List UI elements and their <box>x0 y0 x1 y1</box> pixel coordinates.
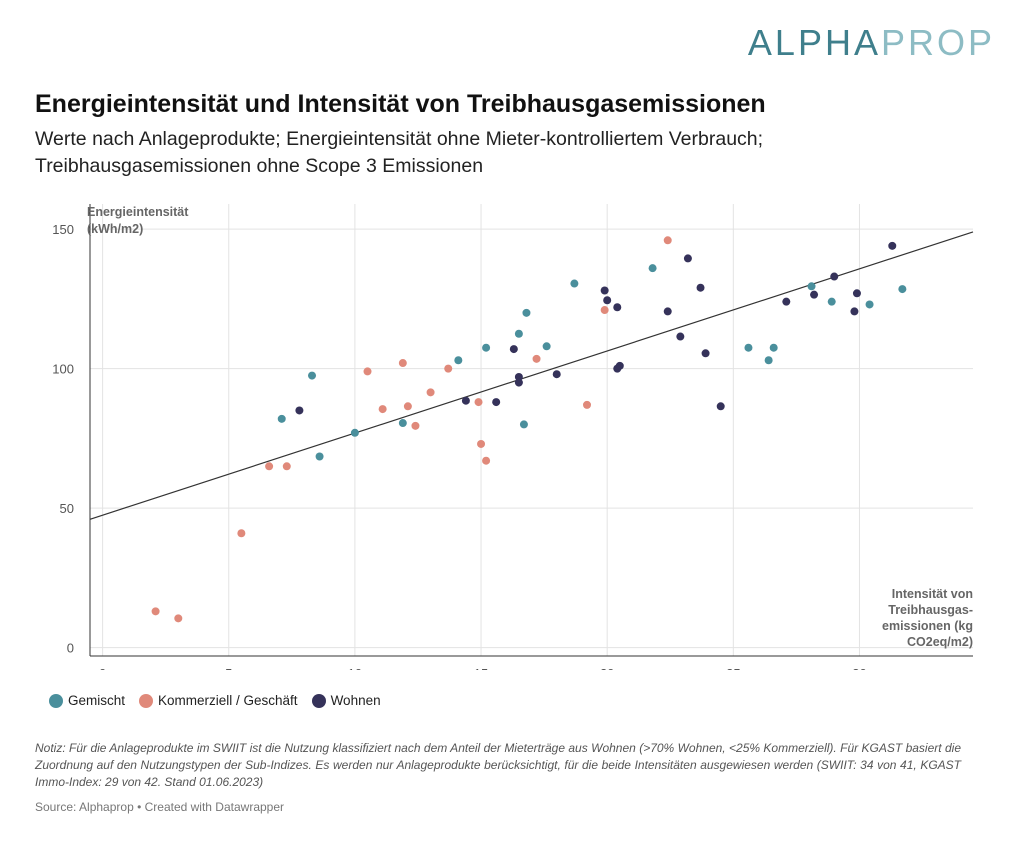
chart-title: Energieintensität und Intensität von Tre… <box>35 90 766 118</box>
data-point <box>810 290 819 299</box>
x-tick-label: 5 <box>225 666 232 670</box>
data-point <box>696 283 705 292</box>
data-point <box>769 343 778 352</box>
data-point <box>898 285 907 294</box>
data-point <box>782 297 791 306</box>
data-point <box>716 402 725 411</box>
data-point <box>852 289 861 298</box>
logo: ALPHAPROP <box>748 22 995 64</box>
data-point <box>315 452 324 461</box>
data-point <box>600 286 609 295</box>
legend: Gemischt Kommerziell / Geschäft Wohnen <box>49 693 381 708</box>
data-point <box>532 354 541 363</box>
y-axis-label: Energieintensität <box>87 205 189 219</box>
data-point <box>398 419 407 428</box>
data-point <box>542 342 551 351</box>
data-point <box>514 378 523 387</box>
x-axis-label: emissionen (kg <box>882 619 973 633</box>
data-point <box>683 254 692 263</box>
data-point <box>514 329 523 338</box>
data-point <box>509 345 518 354</box>
data-point <box>363 367 372 376</box>
data-point <box>350 428 359 437</box>
logo-prop: PROP <box>880 22 995 63</box>
data-point <box>265 462 274 471</box>
data-point <box>477 439 486 448</box>
data-point <box>151 607 160 616</box>
data-point <box>600 306 609 315</box>
data-point <box>426 388 435 397</box>
data-point <box>827 297 836 306</box>
logo-alpha: ALPHA <box>747 22 881 63</box>
data-point <box>603 296 612 305</box>
x-tick-label: 10 <box>348 666 362 670</box>
data-point <box>482 456 491 465</box>
y-tick-label: 100 <box>52 362 74 377</box>
legend-item: Kommerziell / Geschäft <box>139 693 298 708</box>
data-point <box>583 400 592 409</box>
legend-item: Wohnen <box>311 693 381 708</box>
data-point <box>570 279 579 288</box>
legend-swatch <box>49 693 63 708</box>
x-tick-label: 30 <box>852 666 866 670</box>
data-point <box>519 420 528 429</box>
source-line: Source: Alphaprop • Created with Datawra… <box>35 800 285 814</box>
legend-label: Gemischt <box>68 693 126 708</box>
data-point <box>174 614 183 623</box>
data-point <box>676 332 685 341</box>
data-point <box>308 371 317 380</box>
chart-subtitle: Werte nach Anlageprodukte; Energieintens… <box>35 128 764 177</box>
data-point <box>663 307 672 316</box>
data-point <box>411 421 420 430</box>
data-point <box>492 398 501 407</box>
scatter-chart: 0 50 100 150 0 5 10 15 20 25 30 Energieintensität (k… <box>52 204 974 670</box>
legend-label: Wohnen <box>330 693 381 708</box>
data-point <box>701 349 710 358</box>
data-point <box>830 272 839 281</box>
y-tick-label: 150 <box>52 222 74 237</box>
data-point <box>461 396 470 405</box>
data-point <box>663 236 672 245</box>
data-point <box>237 529 246 538</box>
legend-swatch <box>139 693 154 708</box>
data-point <box>865 300 874 309</box>
legend-item: Gemischt <box>49 693 125 708</box>
x-tick-label: 15 <box>474 666 488 670</box>
y-tick-label: 50 <box>60 501 74 516</box>
data-point <box>474 398 483 407</box>
x-axis-label: Intensität von <box>892 587 973 601</box>
legend-label: Kommerziell / Geschäft <box>158 693 298 708</box>
trend-line <box>89 231 974 520</box>
data-point <box>850 307 859 316</box>
x-axis-label: CO2eq/m2) <box>907 635 973 649</box>
y-axis-label: (kWh/m2) <box>87 222 143 236</box>
x-tick-label: 20 <box>600 666 614 670</box>
data-point <box>514 372 523 381</box>
data-point <box>403 402 412 411</box>
data-point <box>482 343 491 352</box>
data-point <box>648 264 657 273</box>
data-point <box>807 282 816 291</box>
data-point <box>282 462 291 471</box>
x-tick-label: 25 <box>726 666 740 670</box>
data-point <box>888 241 897 250</box>
data-point <box>764 356 773 365</box>
data-point <box>613 303 622 312</box>
x-axis-label: Treibhausgas- <box>888 603 973 617</box>
footnote: Notiz: Für die Anlageprodukte im SWIIT i… <box>35 741 961 789</box>
data-point <box>522 308 531 317</box>
data-point <box>454 356 463 365</box>
data-point <box>552 370 561 379</box>
data-point <box>398 359 407 368</box>
data-point <box>615 361 624 370</box>
data-point <box>277 414 286 423</box>
data-point <box>378 405 387 414</box>
x-tick-label: 0 <box>99 666 106 670</box>
data-point <box>744 343 753 352</box>
y-tick-label: 0 <box>67 641 74 656</box>
legend-swatch <box>311 693 326 708</box>
data-point <box>444 364 453 373</box>
data-point <box>295 406 304 415</box>
